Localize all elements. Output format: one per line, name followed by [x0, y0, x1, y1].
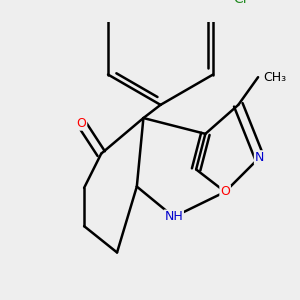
Text: O: O [76, 117, 86, 130]
Text: Cl: Cl [233, 0, 246, 6]
Text: NH: NH [164, 210, 183, 224]
Text: CH₃: CH₃ [263, 71, 286, 84]
Text: N: N [255, 151, 264, 164]
Text: O: O [220, 185, 230, 198]
